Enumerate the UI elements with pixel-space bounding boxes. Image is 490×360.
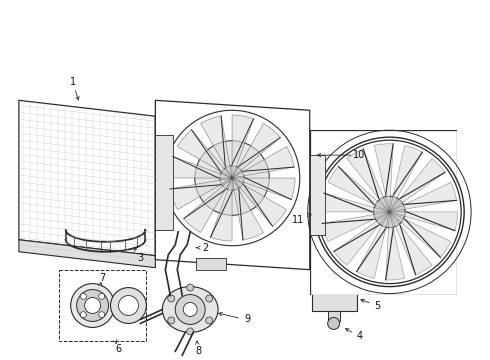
- Bar: [312, 280, 357, 311]
- Circle shape: [80, 293, 86, 300]
- Wedge shape: [169, 157, 232, 178]
- Wedge shape: [232, 178, 295, 199]
- Wedge shape: [357, 212, 390, 278]
- Circle shape: [187, 328, 194, 335]
- Ellipse shape: [162, 287, 218, 332]
- Circle shape: [99, 293, 105, 300]
- Wedge shape: [232, 178, 287, 226]
- Wedge shape: [347, 149, 390, 212]
- Wedge shape: [328, 167, 390, 212]
- Bar: [196, 258, 226, 270]
- Text: 4: 4: [357, 332, 363, 341]
- Bar: [313, 274, 323, 282]
- Circle shape: [195, 141, 270, 215]
- Bar: [59, 270, 147, 341]
- Circle shape: [374, 196, 405, 228]
- Wedge shape: [200, 116, 232, 178]
- Wedge shape: [390, 212, 458, 231]
- Text: 11: 11: [292, 215, 304, 225]
- Wedge shape: [390, 212, 451, 257]
- Text: 9: 9: [244, 314, 250, 324]
- Wedge shape: [211, 178, 232, 241]
- Circle shape: [318, 140, 461, 284]
- Wedge shape: [390, 145, 422, 212]
- Circle shape: [168, 317, 175, 324]
- Circle shape: [168, 295, 175, 302]
- Wedge shape: [177, 130, 232, 178]
- Polygon shape: [19, 240, 155, 268]
- Wedge shape: [232, 178, 264, 240]
- Circle shape: [76, 289, 108, 321]
- Text: 10: 10: [353, 150, 366, 160]
- Circle shape: [187, 284, 194, 291]
- Bar: [341, 274, 350, 282]
- Text: 1: 1: [70, 77, 76, 87]
- Wedge shape: [170, 178, 232, 210]
- Circle shape: [220, 166, 244, 190]
- Wedge shape: [232, 147, 294, 178]
- Circle shape: [71, 284, 115, 328]
- Text: 7: 7: [99, 273, 106, 283]
- Circle shape: [183, 302, 197, 316]
- Wedge shape: [322, 212, 390, 242]
- Wedge shape: [390, 159, 445, 212]
- Wedge shape: [232, 115, 254, 178]
- Circle shape: [328, 318, 340, 329]
- Circle shape: [179, 223, 189, 233]
- Wedge shape: [390, 182, 457, 212]
- Bar: [328, 311, 340, 321]
- Wedge shape: [390, 212, 432, 275]
- Circle shape: [85, 298, 100, 314]
- Text: 3: 3: [137, 253, 144, 263]
- Text: 8: 8: [195, 346, 201, 356]
- Text: 5: 5: [374, 301, 381, 311]
- Wedge shape: [334, 212, 390, 265]
- Bar: [310, 155, 325, 235]
- Bar: [155, 135, 173, 230]
- Polygon shape: [155, 108, 172, 256]
- Wedge shape: [386, 212, 405, 280]
- Wedge shape: [374, 144, 393, 212]
- Text: 2: 2: [202, 243, 208, 253]
- Wedge shape: [321, 193, 390, 212]
- Polygon shape: [19, 100, 155, 256]
- Text: 6: 6: [116, 345, 122, 354]
- Polygon shape: [155, 100, 310, 270]
- Circle shape: [119, 296, 138, 315]
- Circle shape: [206, 295, 213, 302]
- Circle shape: [206, 317, 213, 324]
- Circle shape: [164, 110, 300, 246]
- Circle shape: [80, 312, 86, 318]
- Circle shape: [99, 312, 105, 318]
- Wedge shape: [184, 178, 232, 233]
- Circle shape: [111, 288, 147, 323]
- Polygon shape: [310, 130, 457, 294]
- Circle shape: [175, 219, 193, 237]
- Wedge shape: [232, 123, 280, 178]
- Circle shape: [175, 294, 205, 324]
